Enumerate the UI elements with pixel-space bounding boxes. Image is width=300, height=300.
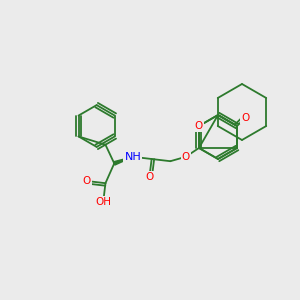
Text: NH: NH [124, 152, 141, 162]
Text: O: O [195, 121, 203, 131]
Text: OH: OH [95, 197, 111, 207]
Text: O: O [195, 121, 203, 131]
Text: O: O [82, 176, 91, 186]
Text: O: O [241, 113, 249, 123]
Text: O: O [145, 172, 154, 182]
Text: O: O [182, 152, 190, 162]
Text: O: O [241, 113, 249, 123]
Polygon shape [114, 157, 133, 165]
